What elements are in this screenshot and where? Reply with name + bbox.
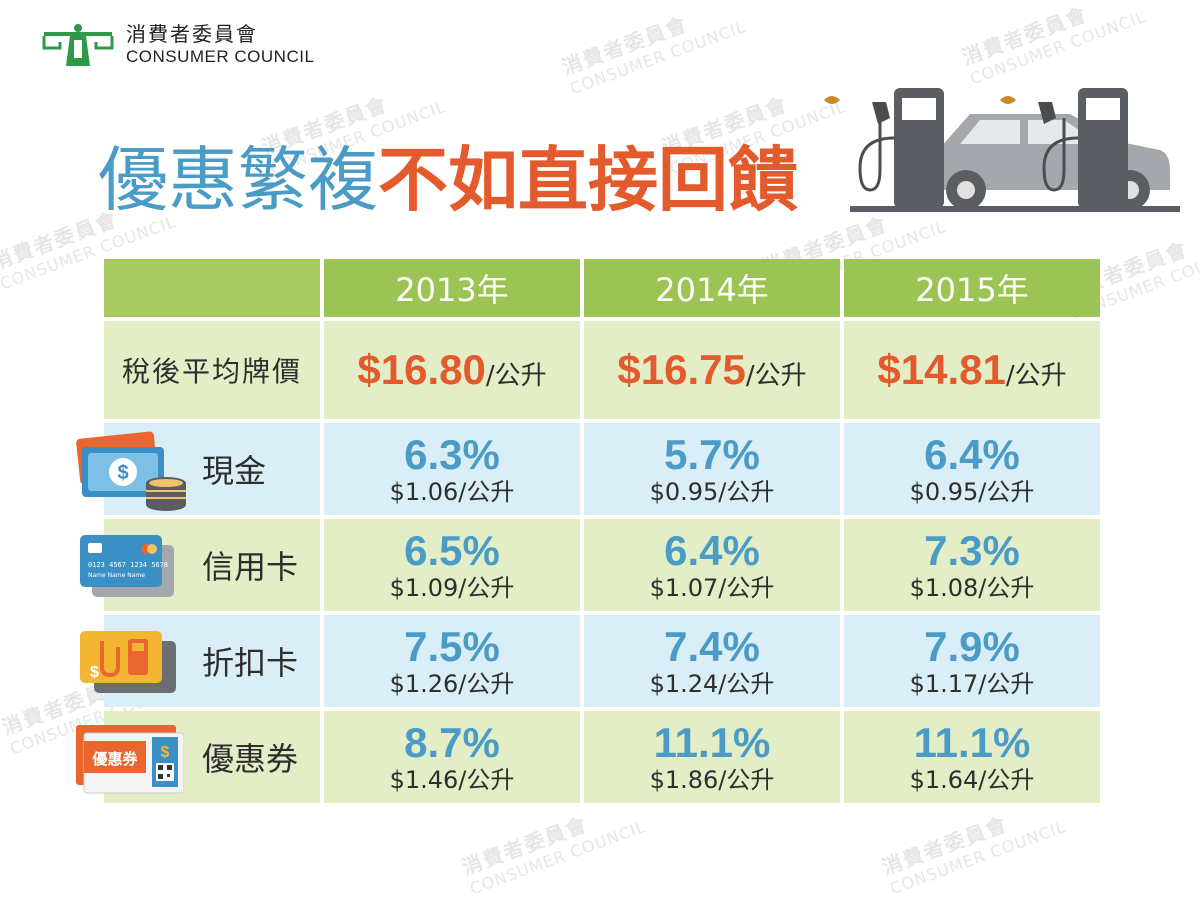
value-cell: 6.5% $1.09/公升	[324, 519, 580, 611]
table-row-cash: $ 現金 6.3% $1.06/公升 5.7% $0.95/公升 6.4% $0.95…	[76, 423, 1100, 515]
fuel-pump-icon	[824, 88, 944, 208]
amount-value: $1.64/公升	[909, 766, 1035, 794]
percent-value: 6.3%	[404, 431, 500, 478]
value-cell: 7.9% $1.17/公升	[844, 615, 1100, 707]
value-cell: 7.5% $1.26/公升	[324, 615, 580, 707]
price-amount: $16.75	[617, 346, 746, 393]
table-row-coupon: 優惠券 $ 優惠券 8.7% $1.46/公升 11.1% $1.86/公升 11.…	[76, 711, 1100, 803]
row-label-cell: $ 折扣卡	[80, 615, 320, 707]
row-label: 信用卡	[202, 548, 299, 586]
value-cell: 5.7% $0.95/公升	[584, 423, 840, 515]
svg-text:$: $	[117, 462, 128, 484]
title-part-2: 不如直接回饋	[378, 139, 798, 221]
fuel-discount-table: 2013年 2014年 2015年 稅後平均牌價 $16.80/公升 $16.7…	[76, 255, 1104, 807]
watermark-en: CONSUMER COUNCIL	[967, 6, 1149, 89]
discount-card-icon: $	[80, 631, 176, 693]
value-cell: 7.4% $1.24/公升	[584, 615, 840, 707]
percent-value: 7.3%	[924, 527, 1020, 574]
watermark-en: CONSUMER COUNCIL	[887, 816, 1069, 898]
price-cell: $14.81/公升	[844, 321, 1100, 419]
amount-value: $1.09/公升	[389, 574, 515, 602]
percent-value: 11.1%	[913, 719, 1031, 766]
coupon-text: 優惠券	[91, 750, 138, 768]
table-row-discount-card: $ 折扣卡 7.5% $1.26/公升 7.4% $1.24/公升 7.9% $1.1…	[80, 615, 1100, 707]
row-label-cell: 優惠券 $ 優惠券	[76, 711, 320, 803]
svg-text:$: $	[90, 664, 99, 681]
percent-value: 6.5%	[404, 527, 500, 574]
percent-value: 7.9%	[924, 623, 1020, 670]
table-header-row: 2013年 2014年 2015年	[104, 259, 1100, 317]
amount-value: $1.08/公升	[909, 574, 1035, 602]
svg-text:$: $	[161, 744, 170, 761]
value-cell: 6.4% $1.07/公升	[584, 519, 840, 611]
watermark: 消費者委員會 CONSUMER COUNCIL	[957, 0, 1149, 89]
value-cell: 6.4% $0.95/公升	[844, 423, 1100, 515]
watermark: 消費者委員會 CONSUMER COUNCIL	[557, 0, 749, 99]
price-cell: $16.80/公升	[324, 321, 580, 419]
price-unit: /公升	[485, 361, 547, 391]
percent-value: 8.7%	[404, 719, 500, 766]
card-holder-name: Name Name Name	[88, 572, 145, 579]
value-cell: 7.3% $1.08/公升	[844, 519, 1100, 611]
percent-value: 6.4%	[924, 431, 1020, 478]
watermark-zh: 消費者委員會	[558, 11, 692, 80]
value-cell: 11.1% $1.64/公升	[844, 711, 1100, 803]
price-unit: /公升	[745, 361, 807, 391]
amount-value: $1.46/公升	[389, 766, 515, 794]
value-cell: 6.3% $1.06/公升	[324, 423, 580, 515]
price-amount: $14.81	[877, 346, 1006, 393]
logo-english-name: CONSUMER COUNCIL	[126, 47, 315, 66]
amount-value: $1.86/公升	[649, 766, 775, 794]
row-label-cell: $ 現金	[76, 423, 320, 515]
amount-value: $1.24/公升	[649, 670, 775, 698]
percent-value: 6.4%	[664, 527, 760, 574]
amount-value: $1.07/公升	[649, 574, 775, 602]
watermark-en: CONSUMER COUNCIL	[467, 816, 649, 898]
year-header: 2015年	[844, 259, 1100, 317]
petrol-station-illustration	[824, 88, 1180, 212]
watermark-zh: 消費者委員會	[458, 811, 592, 880]
fuel-pump-icon	[1000, 88, 1128, 208]
table-row-credit-card: 0123 4567 1234 5678 Name Name Name 信用卡 6…	[80, 519, 1100, 611]
watermark-zh: 消費者委員會	[958, 1, 1092, 70]
value-cell: 8.7% $1.46/公升	[324, 711, 580, 803]
year-header: 2014年	[584, 259, 840, 317]
percent-value: 11.1%	[653, 719, 771, 766]
row-label-cell: 0123 4567 1234 5678 Name Name Name 信用卡	[80, 519, 320, 611]
title-part-1: 優惠繁複	[98, 139, 378, 221]
row-label: 現金	[202, 452, 267, 490]
amount-value: $0.95/公升	[909, 478, 1035, 506]
watermark-zh: 消費者委員會	[878, 811, 1012, 880]
consumer-council-logo: 消費者委員會 CONSUMER COUNCIL	[40, 22, 314, 68]
page-title: 優惠繁複不如直接回饋	[98, 138, 798, 222]
value-cell: 11.1% $1.86/公升	[584, 711, 840, 803]
row-label: 折扣卡	[202, 644, 299, 682]
credit-card-icon: 0123 4567 1234 5678 Name Name Name	[80, 535, 174, 597]
amount-value: $0.95/公升	[649, 478, 775, 506]
price-unit: /公升	[1005, 361, 1067, 391]
percent-value: 5.7%	[664, 431, 760, 478]
percent-value: 7.4%	[664, 623, 760, 670]
row-label: 優惠券	[202, 740, 299, 778]
coupon-icon: 優惠券 $	[76, 725, 184, 794]
year-header: 2013年	[324, 259, 580, 317]
percent-value: 7.5%	[404, 623, 500, 670]
logo-chinese-name: 消費者委員會	[126, 22, 258, 46]
card-number: 0123 4567 1234 5678	[88, 561, 168, 569]
price-row-label: 稅後平均牌價	[104, 321, 320, 419]
amount-value: $1.06/公升	[389, 478, 515, 506]
cash-coins-icon: $	[76, 431, 186, 511]
scales-logo-icon	[42, 24, 114, 66]
watermark-en: CONSUMER COUNCIL	[567, 16, 749, 99]
amount-value: $1.17/公升	[909, 670, 1035, 698]
price-cell: $16.75/公升	[584, 321, 840, 419]
header-blank-cell	[104, 259, 320, 317]
price-amount: $16.80	[357, 346, 486, 393]
amount-value: $1.26/公升	[389, 670, 515, 698]
price-row: 稅後平均牌價 $16.80/公升 $16.75/公升 $14.81/公升	[104, 321, 1100, 419]
